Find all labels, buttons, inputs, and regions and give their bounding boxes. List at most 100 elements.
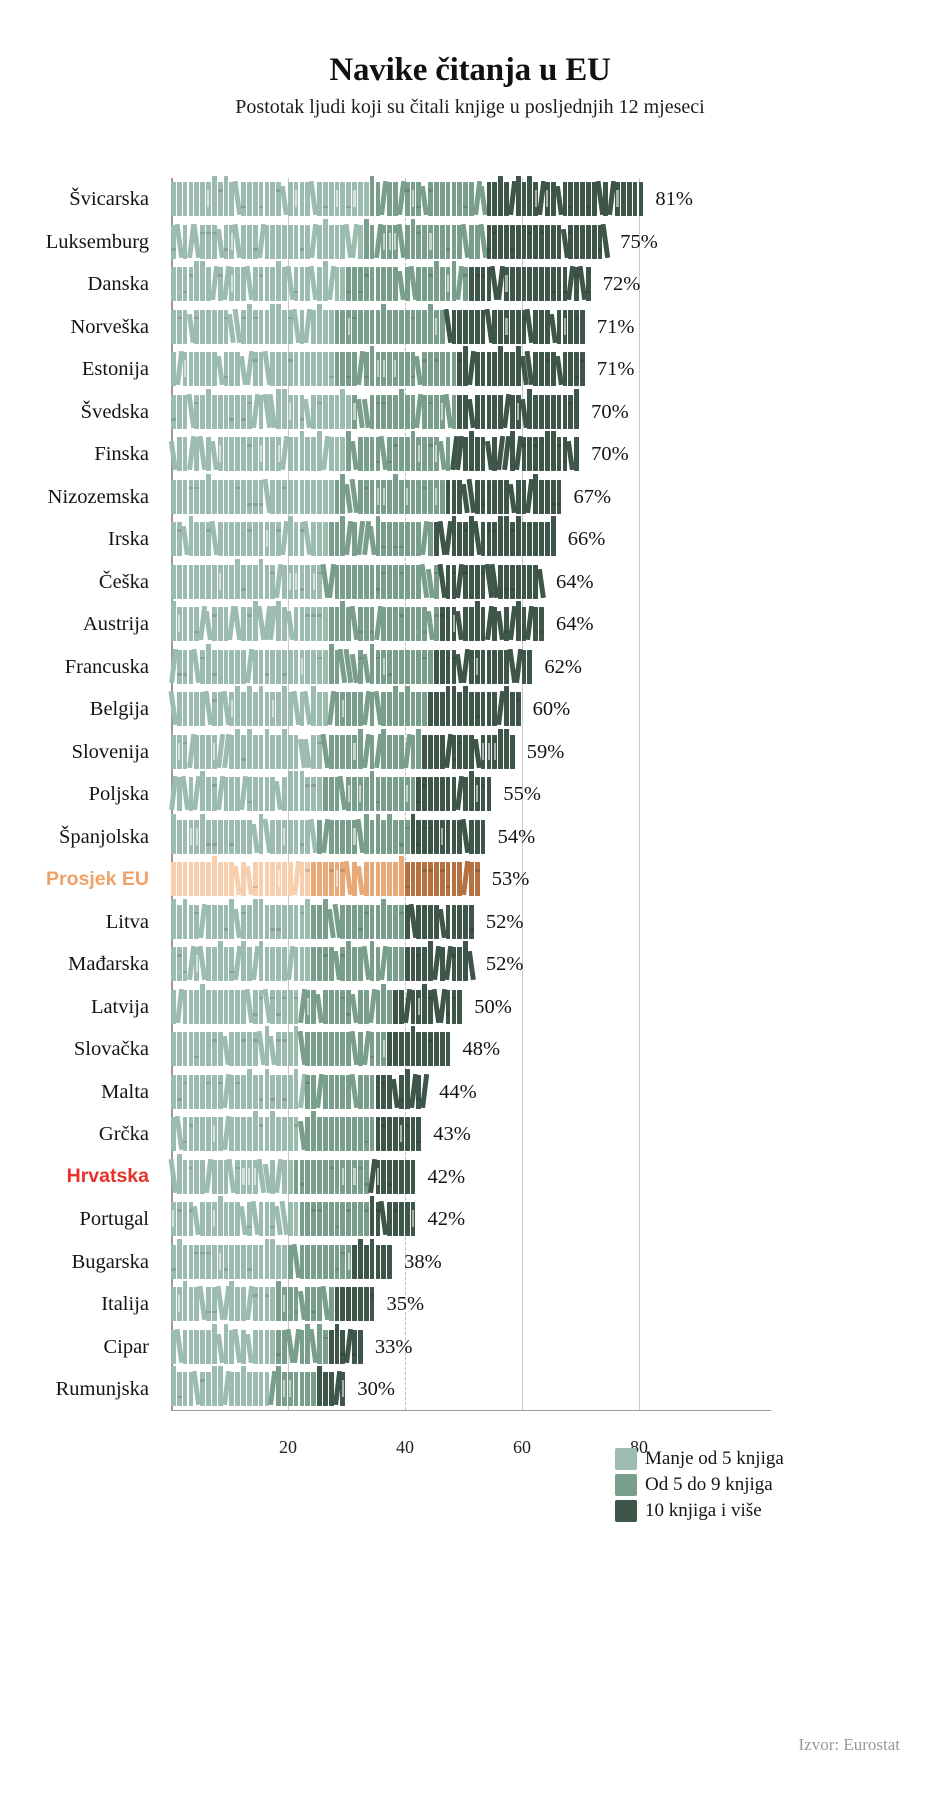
book-icon	[188, 1372, 194, 1407]
book-icon	[398, 1117, 404, 1152]
book-icon	[393, 182, 398, 217]
book-pictogram-group	[169, 771, 492, 812]
book-icon	[352, 182, 357, 217]
book-icon	[246, 1244, 252, 1279]
book-icon	[580, 309, 585, 344]
book-icon	[293, 1372, 299, 1407]
book-icon	[404, 564, 410, 599]
value-label: 64%	[556, 613, 594, 635]
book-icon	[474, 437, 480, 472]
book-icon	[176, 182, 182, 217]
book-icon	[457, 182, 463, 217]
book-icon	[299, 904, 305, 939]
book-icon	[258, 813, 264, 854]
legend-item[interactable]: Manje od 5 knjiga	[615, 1448, 784, 1470]
book-icon	[229, 1032, 235, 1067]
page-title: Navike čitanja u EU	[329, 52, 611, 88]
book-icon	[439, 267, 445, 302]
legend-item[interactable]: Od 5 do 9 knjiga	[615, 1474, 784, 1496]
country-label: Švicarska	[69, 188, 149, 210]
book-icon	[217, 267, 223, 302]
book-icon	[393, 607, 398, 642]
book-icon	[171, 1329, 176, 1364]
book-icon	[486, 734, 492, 769]
book-icon	[229, 898, 235, 939]
book-icon	[258, 394, 264, 429]
book-icon	[317, 1323, 322, 1364]
book-icon	[176, 309, 182, 344]
book-icon	[188, 1244, 194, 1279]
page-subtitle: Postotak ljudi koji su čitali knjige u p…	[235, 96, 705, 118]
book-icon	[521, 564, 527, 599]
book-icon	[410, 1117, 416, 1152]
book-icon	[305, 267, 311, 302]
book-icon	[398, 1202, 404, 1237]
book-icon	[322, 607, 328, 642]
book-icon	[311, 777, 316, 812]
book-icon	[457, 819, 463, 854]
value-label: 38%	[404, 1250, 442, 1273]
bar: 43%	[171, 1111, 471, 1156]
book-icon	[305, 862, 311, 897]
book-icon	[182, 479, 188, 514]
book-icon	[282, 1159, 287, 1194]
bar: 54%	[171, 813, 535, 859]
book-icon	[393, 564, 398, 599]
book-icon	[211, 1202, 217, 1237]
book-icon	[562, 394, 568, 429]
book-icon	[486, 522, 492, 557]
book-icon	[241, 1329, 246, 1364]
table-row: Austrija 64%	[0, 601, 940, 646]
book-icon	[328, 437, 334, 472]
book-icon	[387, 309, 392, 344]
book-icon	[182, 1202, 188, 1237]
book-icon	[463, 182, 468, 217]
book-icon	[352, 1117, 357, 1152]
book-icon	[252, 182, 258, 217]
book-icon	[533, 522, 539, 557]
legend-item[interactable]: 10 knjiga i više	[615, 1500, 784, 1522]
book-icon	[416, 437, 422, 472]
book-icon	[340, 1159, 346, 1194]
book-icon	[334, 522, 340, 557]
book-icon	[258, 686, 264, 727]
book-icon	[474, 479, 480, 514]
x-tick-label-60: 60	[513, 1437, 531, 1457]
book-icon	[194, 352, 200, 387]
book-icon	[469, 771, 474, 812]
country-label: Cipar	[103, 1335, 149, 1358]
book-icon	[492, 692, 498, 727]
bar: 70%	[168, 431, 629, 476]
book-icon	[235, 1372, 241, 1407]
book-icon	[433, 649, 439, 684]
book-icon	[521, 437, 527, 472]
book-icon	[422, 734, 428, 769]
book-icon	[585, 224, 591, 259]
bar: 42%	[168, 1153, 465, 1199]
book-icon	[393, 394, 398, 429]
book-icon	[206, 1244, 211, 1279]
book-icon	[235, 777, 241, 812]
book-icon	[188, 862, 194, 897]
book-icon	[375, 1244, 381, 1279]
book-icon	[252, 564, 258, 599]
book-icon	[217, 1196, 223, 1237]
book-icon	[346, 1244, 352, 1279]
book-icon	[305, 352, 311, 387]
book-icon	[229, 989, 235, 1024]
book-icon	[182, 947, 188, 982]
book-icon	[241, 437, 246, 472]
book-icon	[252, 1159, 258, 1194]
book-icon	[246, 394, 252, 429]
book-icon	[264, 1238, 270, 1279]
book-icon	[270, 303, 276, 344]
book-icon	[200, 522, 205, 557]
book-icon	[469, 431, 474, 472]
book-icon	[328, 862, 334, 897]
book-icon	[410, 989, 416, 1024]
book-icon	[416, 267, 422, 302]
book-icon	[182, 1244, 188, 1279]
book-icon	[492, 224, 498, 259]
book-pictogram-group	[171, 176, 644, 217]
book-icon	[515, 224, 521, 259]
